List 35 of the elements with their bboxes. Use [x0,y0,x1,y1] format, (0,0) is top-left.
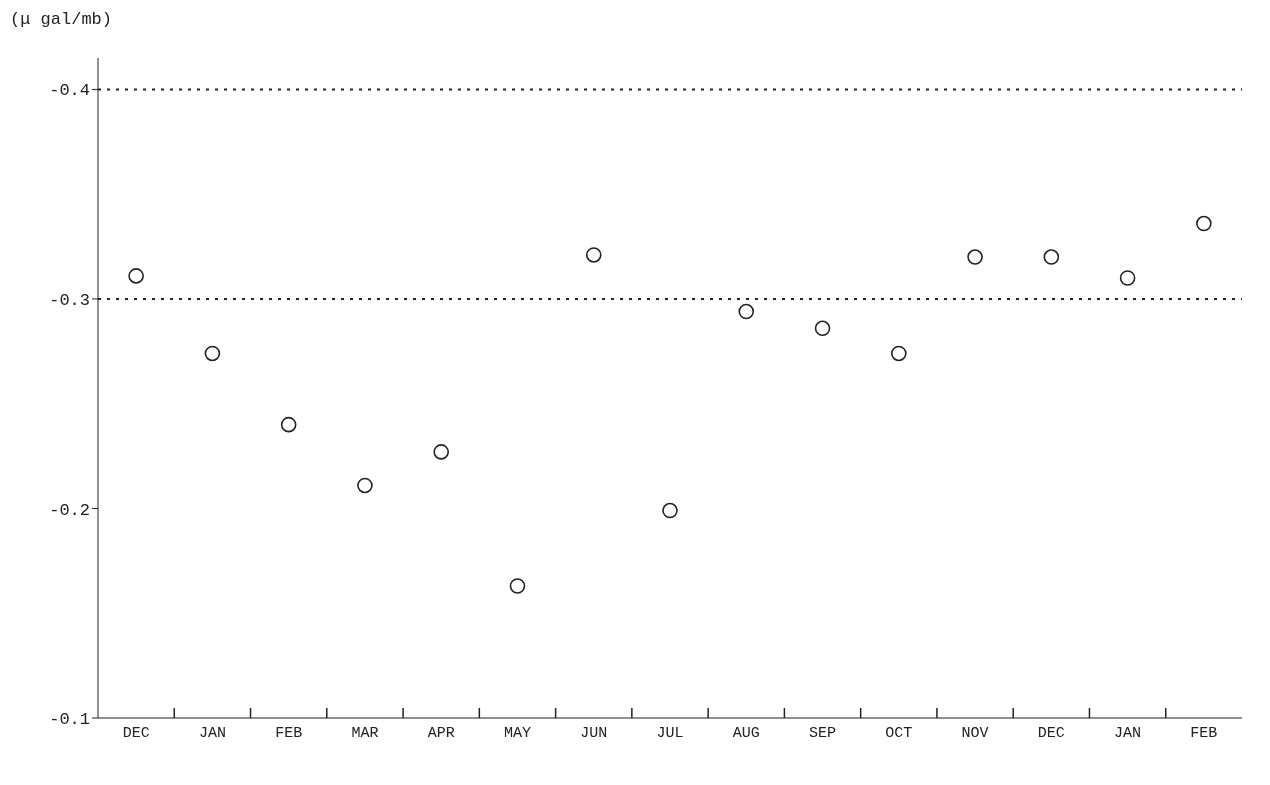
point [204,345,221,362]
y-tick-label: -0.2 [49,500,90,520]
x-tick-label: OCT [885,724,913,742]
point [1119,270,1136,286]
point [280,416,297,433]
point [433,444,449,460]
point [662,502,678,519]
x-tick-label: DEC [122,724,150,742]
point [357,477,373,494]
y-tick-label: -0.3 [49,290,90,310]
x-tick-label: MAR [351,724,379,742]
point [814,320,831,337]
point [1043,249,1060,265]
point [738,303,755,320]
x-tick-label: JAN [198,724,226,742]
x-tick-label: JAN [1114,724,1142,742]
x-tick-label: MAY [503,724,531,742]
y-tick-label: -0.1 [49,710,90,730]
point [128,268,144,284]
x-tick-label: APR [427,724,455,742]
x-tick-label: FEB [275,724,303,742]
y-tick-label: -0.4 [49,81,90,101]
point [891,345,907,362]
point [585,247,602,263]
x-tick-label: FEB [1190,724,1218,742]
x-tick-label: JUL [656,724,684,742]
x-tick-label: AUG [732,724,760,742]
x-tick-label: SEP [809,724,837,742]
point [509,578,526,594]
point [967,249,983,265]
x-tick-label: NOV [961,724,989,742]
x-tick-label: JUN [580,724,608,742]
y-axis-title: (μ gal/mb) [10,10,113,29]
point [1196,215,1212,232]
x-tick-label: DEC [1037,724,1065,742]
